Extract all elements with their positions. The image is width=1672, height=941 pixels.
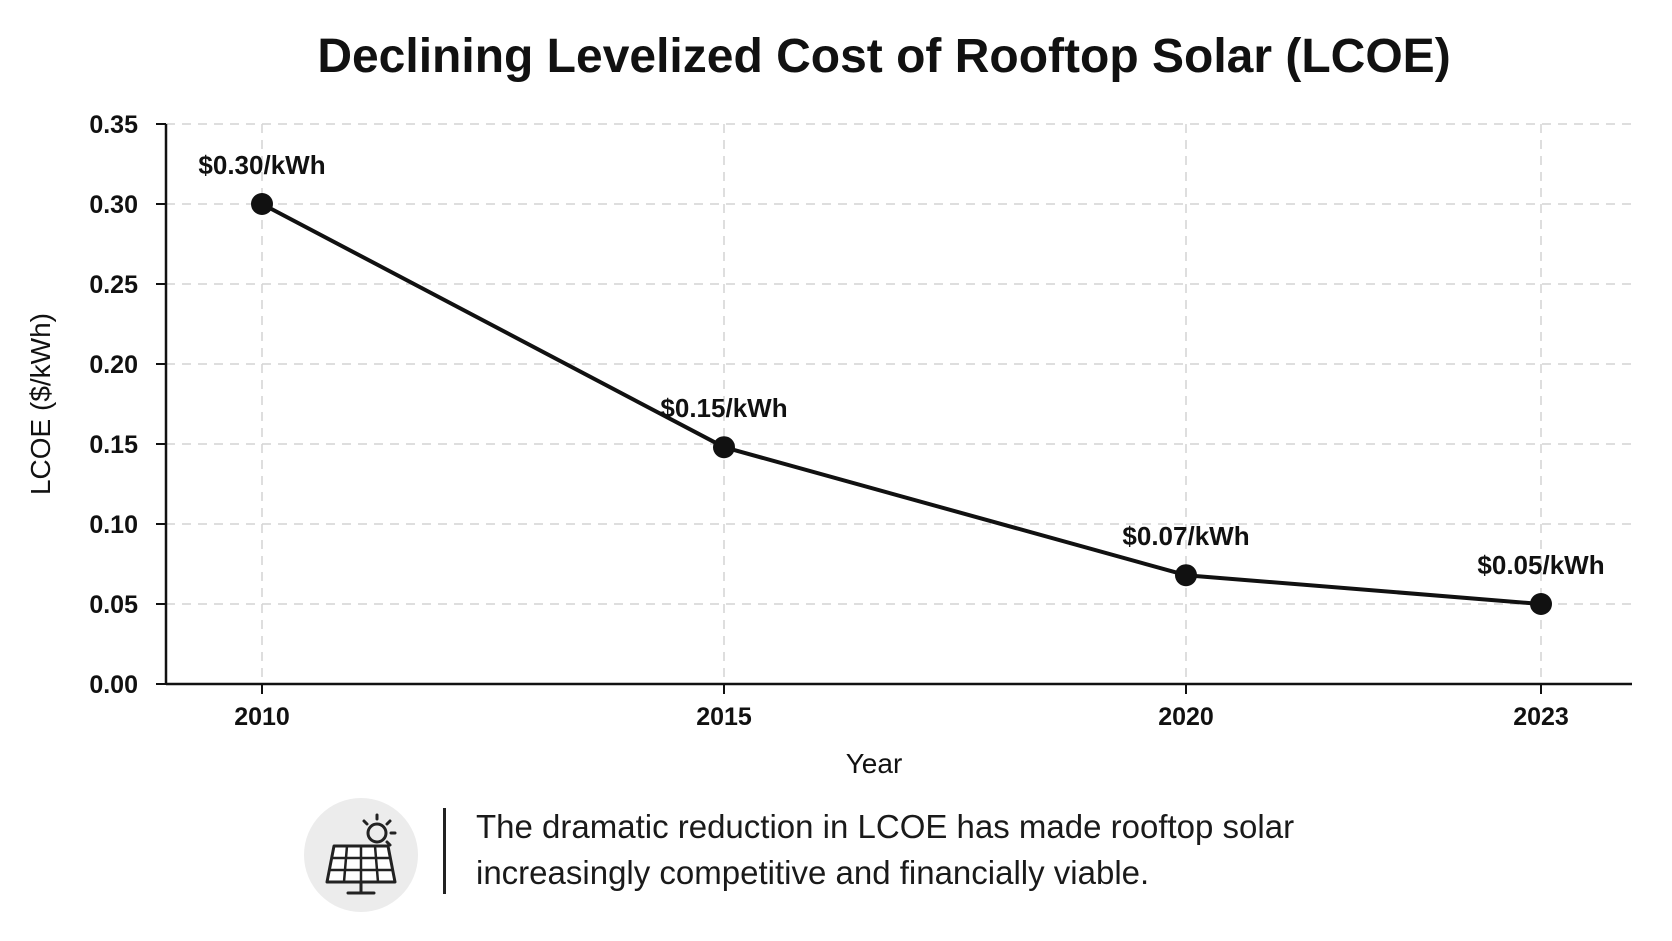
y-axis-title: LCOE ($/kWh) <box>25 313 56 495</box>
series: $0.30/kWh $0.15/kWh $0.07/kWh $0.05/kWh <box>198 150 1605 615</box>
y-tick-label: 0.20 <box>89 351 138 379</box>
x-tick-label: 2010 <box>234 703 290 731</box>
data-label: $0.15/kWh <box>660 393 787 423</box>
x-tick-label: 2023 <box>1513 703 1569 731</box>
data-label: $0.30/kWh <box>198 150 325 180</box>
data-point <box>251 193 273 215</box>
data-point <box>1175 564 1197 587</box>
tick-labels: 0.00 0.05 0.10 0.15 0.20 0.25 0.30 0.35 2010 2015… <box>89 111 1568 731</box>
data-point <box>1530 593 1552 615</box>
y-tick-label: 0.00 <box>89 671 138 699</box>
y-tick-label: 0.35 <box>89 111 138 139</box>
solar-panel-icon <box>304 798 418 912</box>
x-tick-label: 2015 <box>696 703 752 731</box>
note-text: The dramatic reduction in LCOE has made … <box>476 804 1376 896</box>
note-line-1: The dramatic reduction in LCOE has made … <box>476 808 1295 845</box>
gridlines <box>166 123 1632 684</box>
y-tick-label: 0.10 <box>89 511 138 539</box>
y-tick-label: 0.15 <box>89 431 138 459</box>
note-line-2: increasingly competitive and financially… <box>476 854 1150 891</box>
x-axis-title: Year <box>846 748 903 779</box>
axes <box>164 124 1632 686</box>
series-line <box>261 202 1542 606</box>
chart-title: Declining Levelized Cost of Rooftop Sola… <box>317 30 1450 83</box>
x-tick-label: 2020 <box>1158 703 1214 731</box>
y-tick-label: 0.30 <box>89 191 138 219</box>
data-label: $0.07/kWh <box>1122 521 1249 551</box>
data-label: $0.05/kWh <box>1477 550 1604 580</box>
summary-note: The dramatic reduction in LCOE has made … <box>300 796 1400 916</box>
data-point <box>713 436 735 459</box>
y-tick-label: 0.05 <box>89 591 138 619</box>
note-divider <box>443 808 446 894</box>
y-tick-label: 0.25 <box>89 271 138 299</box>
